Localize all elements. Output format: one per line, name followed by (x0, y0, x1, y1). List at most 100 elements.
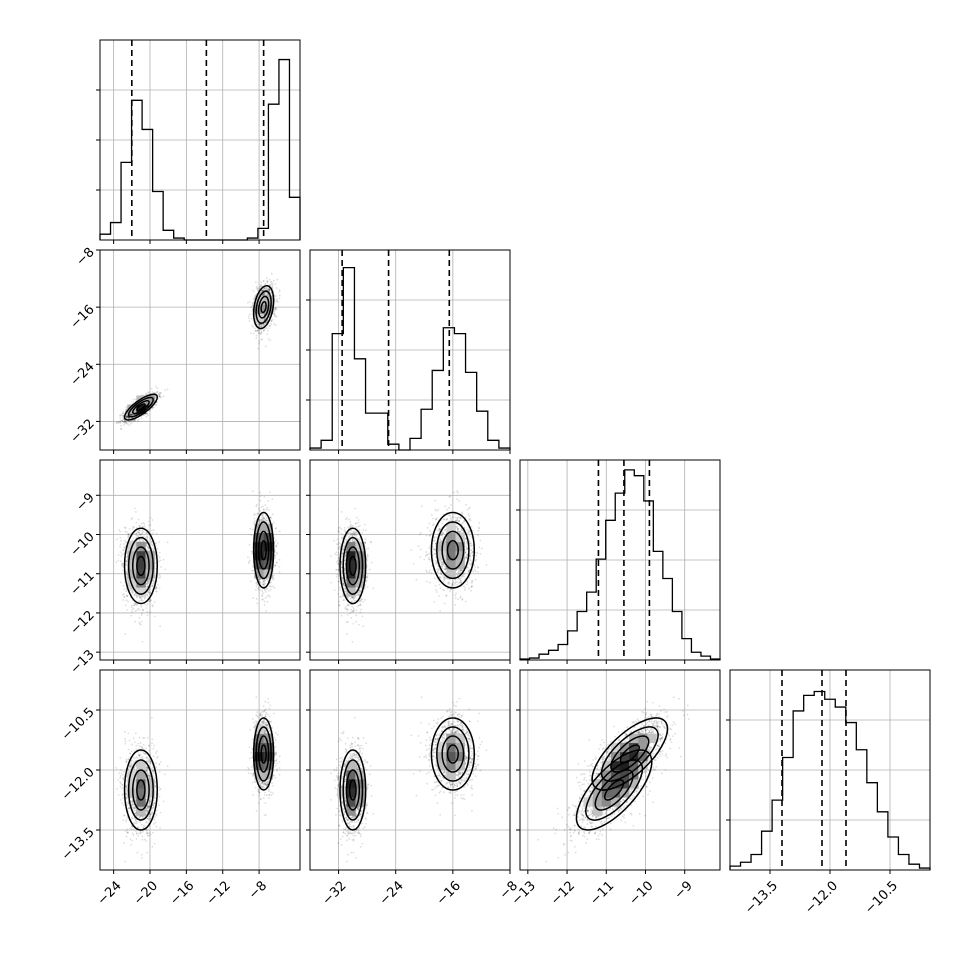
sample-point (158, 393, 161, 396)
sample-point (131, 589, 134, 592)
sample-point (256, 329, 259, 332)
sample-point (125, 563, 127, 566)
sample-point (252, 566, 255, 568)
sample-point (120, 414, 123, 416)
sample-point (132, 419, 135, 422)
sample-point (262, 324, 265, 327)
sample-point (155, 532, 158, 535)
sample-point (123, 420, 126, 423)
sample-point (249, 301, 251, 303)
sample-point (261, 514, 264, 517)
sample-point (256, 287, 259, 290)
sample-point (125, 409, 128, 411)
sample-point (257, 586, 260, 589)
sample-point (147, 591, 150, 594)
scatter-panel-1-0 (96, 249, 301, 454)
sample-point (122, 566, 124, 569)
sample-point (154, 588, 157, 590)
sample-point (266, 320, 269, 322)
sample-point (251, 569, 254, 572)
sample-point (122, 417, 124, 419)
sample-point (138, 524, 141, 527)
sample-point (261, 293, 264, 296)
sample-point (273, 548, 276, 551)
sample-point (258, 342, 260, 345)
sample-point (125, 421, 127, 424)
sample-point (261, 513, 264, 516)
sample-point (267, 500, 270, 502)
sample-point (119, 545, 121, 548)
sample-point (123, 422, 126, 424)
sample-point (252, 301, 255, 304)
sample-point (122, 549, 124, 552)
sample-point (147, 391, 150, 394)
sample-point (275, 315, 278, 318)
sample-point (268, 288, 270, 291)
sample-point (274, 282, 277, 285)
sample-point (139, 534, 141, 536)
sample-point (158, 574, 161, 576)
sample-point (262, 323, 265, 326)
sample-point (265, 320, 268, 323)
sample-point (248, 317, 250, 320)
sample-point (261, 598, 264, 601)
sample-point (122, 410, 125, 413)
sample-point (125, 414, 128, 417)
sample-point (259, 499, 262, 502)
sample-point (121, 414, 124, 417)
sample-point (268, 289, 271, 291)
sample-point (258, 332, 261, 335)
sample-point (259, 519, 262, 522)
sample-point (125, 555, 128, 558)
sample-point (145, 541, 148, 544)
sample-point (147, 520, 150, 523)
density-cell (254, 313, 264, 324)
sample-point (264, 519, 267, 522)
contour-line (123, 393, 159, 421)
sample-point (146, 548, 148, 551)
histogram-panel-2 (516, 459, 721, 664)
sample-point (269, 283, 272, 286)
sample-point (140, 604, 143, 607)
sample-point (273, 300, 276, 303)
sample-point (155, 585, 157, 588)
sample-point (126, 416, 129, 419)
sample-point (264, 283, 266, 286)
sample-point (261, 325, 263, 327)
sample-point (136, 530, 139, 533)
sample-point (127, 417, 130, 420)
sample-point (268, 325, 271, 327)
sample-point (138, 540, 141, 543)
sample-point (133, 602, 136, 605)
sample-point (143, 525, 146, 528)
sample-point (129, 420, 132, 423)
sample-point (273, 309, 276, 312)
sample-point (271, 286, 274, 289)
sample-point (250, 550, 253, 553)
sample-point (270, 320, 273, 323)
sample-point (140, 532, 143, 535)
sample-point (142, 526, 145, 529)
sample-point (266, 600, 269, 603)
sample-point (256, 602, 259, 605)
sample-point (260, 518, 263, 521)
sample-point (139, 623, 142, 626)
sample-point (123, 593, 125, 595)
sample-point (275, 551, 278, 554)
axis-frame (99, 39, 301, 241)
sample-point (268, 585, 271, 588)
sample-point (118, 529, 121, 531)
sample-point (141, 608, 144, 611)
contour-line (127, 396, 154, 418)
sample-point (149, 538, 152, 540)
sample-point (264, 582, 266, 584)
sample-point (143, 597, 146, 600)
sample-point (150, 533, 153, 536)
sample-point (126, 423, 129, 425)
sample-point (141, 531, 144, 534)
sample-point (145, 542, 148, 545)
sample-point (263, 600, 266, 603)
contour-line (136, 403, 146, 412)
sample-point (267, 338, 270, 340)
sample-point (159, 576, 162, 579)
